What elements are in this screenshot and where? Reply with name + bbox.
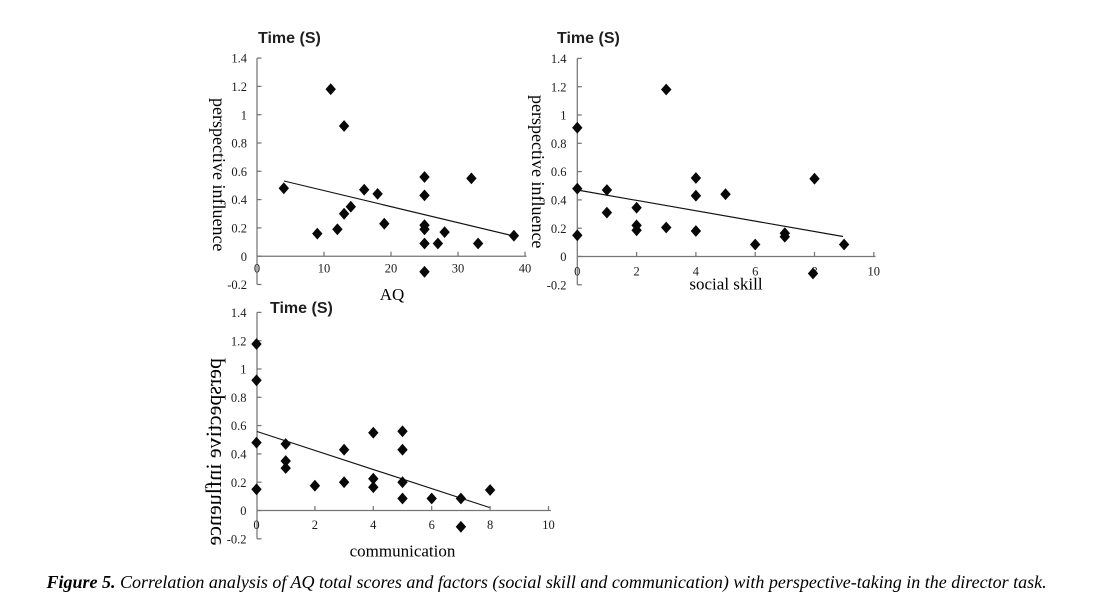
svg-text:perspective influence: perspective influence [201,358,226,546]
svg-text:-0.2: -0.2 [547,278,567,292]
svg-text:10: 10 [318,261,331,275]
svg-text:1.4: 1.4 [231,306,247,320]
svg-text:4: 4 [693,264,700,278]
svg-text:communication: communication [350,541,456,560]
svg-text:social skill: social skill [689,275,762,294]
svg-text:1.2: 1.2 [231,80,247,94]
svg-text:0.4: 0.4 [231,193,247,207]
svg-text:0.6: 0.6 [231,165,247,179]
svg-text:0.4: 0.4 [551,194,567,208]
svg-text:2: 2 [633,264,639,278]
svg-text:0: 0 [253,518,259,532]
svg-text:0.8: 0.8 [231,137,247,151]
svg-text:8: 8 [487,518,493,532]
svg-text:0.6: 0.6 [231,419,247,433]
svg-text:1.4: 1.4 [551,52,567,66]
svg-text:0: 0 [254,261,260,275]
svg-text:0.2: 0.2 [231,476,247,490]
svg-text:6: 6 [429,518,435,532]
svg-text:2: 2 [312,518,318,532]
svg-text:1: 1 [241,108,247,122]
svg-text:0: 0 [241,250,247,264]
svg-text:0.8: 0.8 [231,391,247,405]
svg-text:10: 10 [542,518,555,532]
svg-text:0: 0 [240,504,246,518]
svg-text:0.2: 0.2 [231,222,247,236]
svg-text:4: 4 [370,518,377,532]
svg-text:0: 0 [560,250,566,264]
svg-text:1.2: 1.2 [551,80,567,94]
svg-text:10: 10 [868,264,881,278]
svg-text:1.4: 1.4 [231,52,247,66]
svg-text:30: 30 [452,261,465,275]
svg-text:0.6: 0.6 [551,165,567,179]
svg-text:0.4: 0.4 [231,448,247,462]
svg-text:40: 40 [519,261,532,275]
svg-text:perspective influence: perspective influence [209,98,229,251]
svg-text:0.2: 0.2 [551,222,567,236]
svg-text:-0.2: -0.2 [227,278,247,292]
svg-text:6: 6 [752,264,758,278]
svg-text:1: 1 [240,363,246,377]
svg-text:perspective influence: perspective influence [528,95,548,248]
svg-text:0.8: 0.8 [551,137,567,151]
svg-text:0: 0 [574,264,580,278]
svg-text:-0.2: -0.2 [227,532,247,546]
svg-text:1: 1 [560,109,566,123]
svg-text:1.2: 1.2 [231,334,247,348]
svg-text:20: 20 [385,261,398,275]
svg-text:AQ: AQ [380,285,405,304]
